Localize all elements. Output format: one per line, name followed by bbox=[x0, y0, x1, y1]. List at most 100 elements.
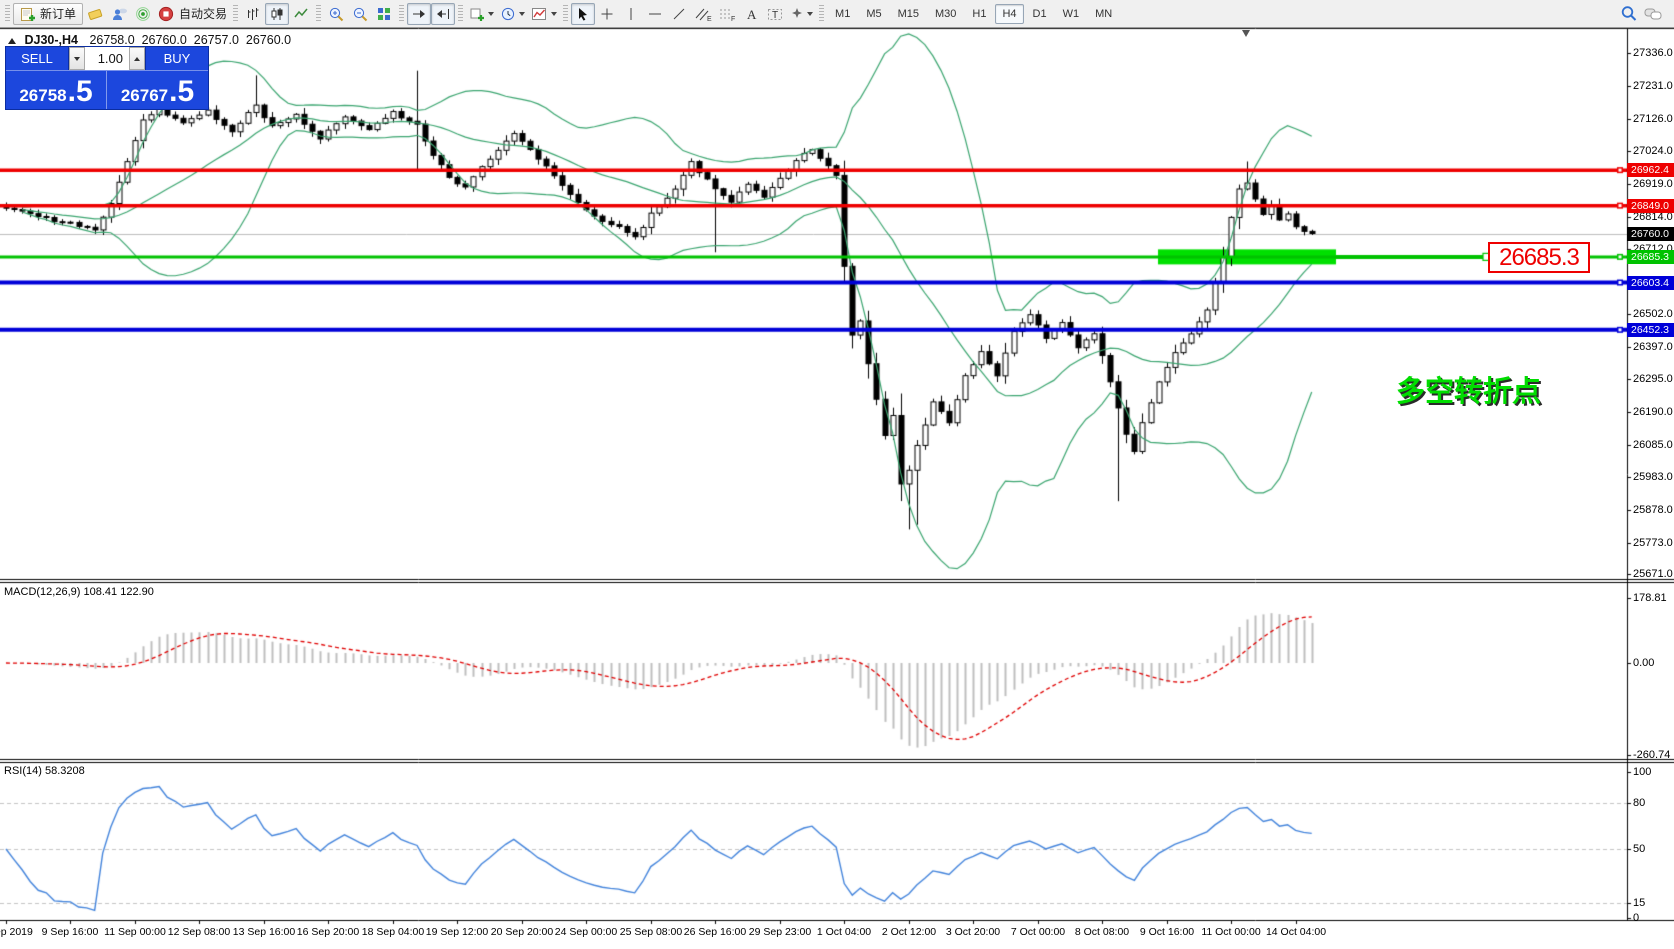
chart-shift-button[interactable] bbox=[431, 2, 456, 25]
period-button[interactable] bbox=[497, 3, 528, 25]
price-tick: 27336.0 bbox=[1633, 47, 1673, 59]
svg-text:A: A bbox=[747, 7, 757, 22]
support-badge-2: 26452.3 bbox=[1627, 323, 1674, 337]
vertical-line-icon bbox=[623, 6, 639, 22]
crosshair-icon bbox=[599, 6, 615, 22]
profile-button[interactable] bbox=[107, 3, 131, 25]
vertical-line-tool[interactable] bbox=[619, 3, 643, 25]
search-icon bbox=[1620, 5, 1638, 22]
new-chart-button[interactable] bbox=[466, 3, 497, 25]
signal-icon bbox=[135, 6, 152, 22]
timeframe-m5[interactable]: M5 bbox=[866, 7, 882, 20]
autotrade-icon bbox=[158, 6, 175, 22]
chevron-down-icon bbox=[519, 11, 526, 16]
price-tick: 26814.0 bbox=[1633, 211, 1673, 223]
label-icon: T bbox=[767, 6, 783, 22]
timeframe-m15[interactable]: M15 bbox=[897, 7, 919, 20]
date-label: 25 Sep 08:00 bbox=[619, 926, 683, 938]
rsi-tick: 50 bbox=[1633, 843, 1646, 855]
date-label: 14 Oct 04:00 bbox=[1265, 926, 1327, 938]
signal-button[interactable] bbox=[131, 3, 155, 25]
rsi-tick: 15 bbox=[1633, 897, 1646, 909]
chat-button[interactable] bbox=[1641, 3, 1666, 25]
resistance-badge-2: 26849.0 bbox=[1627, 199, 1674, 213]
timeframe-m30[interactable]: M30 bbox=[935, 7, 957, 20]
price-tick: 25878.0 bbox=[1633, 504, 1673, 516]
ohlc-close: 26760.0 bbox=[245, 33, 292, 47]
date-label: 24 Sep 00:00 bbox=[554, 926, 618, 938]
price-tick: 27126.0 bbox=[1633, 113, 1673, 125]
date-label: 26 Sep 16:00 bbox=[683, 926, 747, 938]
ticket-icon bbox=[86, 6, 104, 22]
timeframe-m1[interactable]: M1 bbox=[835, 7, 851, 20]
sell-price[interactable]: 26758 .5 bbox=[6, 71, 107, 109]
shapes-tool[interactable] bbox=[787, 3, 816, 25]
text-tool[interactable]: A bbox=[739, 3, 763, 25]
shapes-icon bbox=[790, 6, 804, 22]
zoom-in-button[interactable] bbox=[324, 3, 348, 25]
zoom-out-button[interactable] bbox=[348, 3, 372, 25]
trendline-tool[interactable] bbox=[667, 3, 691, 25]
auto-scroll-button[interactable] bbox=[407, 2, 432, 25]
buy-price-frac: .5 bbox=[169, 75, 195, 108]
buy-button[interactable]: BUY bbox=[146, 47, 208, 70]
bars-chart-button[interactable] bbox=[241, 3, 265, 25]
volume-stepper: 1.00 bbox=[68, 47, 146, 70]
ohlc-low: 26757.0 bbox=[193, 33, 239, 47]
buy-price[interactable]: 26767 .5 bbox=[107, 71, 208, 109]
ohlc-open: 26758.0 bbox=[89, 33, 135, 47]
rsi-panel[interactable] bbox=[0, 763, 1627, 919]
main-chart-panel[interactable] bbox=[0, 29, 1627, 578]
candles-chart-button[interactable] bbox=[265, 2, 290, 25]
price-tick: 26502.0 bbox=[1633, 308, 1673, 320]
fibonacci-tool[interactable]: F bbox=[715, 3, 739, 25]
rsi-tick: 100 bbox=[1633, 766, 1652, 778]
crosshair-tool[interactable] bbox=[595, 3, 619, 25]
macd-panel[interactable] bbox=[0, 584, 1627, 758]
line-chart-button[interactable] bbox=[289, 3, 313, 25]
triangle-down-icon bbox=[74, 56, 80, 61]
svg-text:E: E bbox=[707, 16, 712, 22]
tile-windows-icon bbox=[376, 6, 392, 22]
timeframe-h4[interactable]: H4 bbox=[995, 3, 1024, 24]
sell-button[interactable]: SELL bbox=[6, 47, 68, 70]
auto-trading-label: 自动交易 bbox=[179, 7, 228, 21]
auto-trading-button[interactable]: 自动交易 bbox=[155, 3, 230, 25]
toolbar-grip bbox=[233, 4, 239, 23]
channel-tool[interactable]: E bbox=[691, 3, 715, 25]
volume-decrease-button[interactable] bbox=[69, 47, 85, 70]
symbol-marker-icon bbox=[8, 38, 16, 44]
date-label: 20 Sep 20:00 bbox=[490, 926, 554, 938]
line-chart-icon bbox=[293, 6, 309, 22]
timeframe-w1[interactable]: W1 bbox=[1062, 7, 1080, 20]
label-tool[interactable]: T bbox=[763, 3, 787, 25]
price-tick: 25983.0 bbox=[1633, 471, 1673, 483]
indicators-button[interactable] bbox=[528, 3, 560, 25]
chart-shift-marker-icon[interactable] bbox=[1242, 30, 1250, 37]
price-callout-label[interactable]: 26685.3 bbox=[1488, 242, 1590, 273]
horizontal-line-tool[interactable] bbox=[643, 3, 667, 25]
symbol-period: DJ30-,H4 bbox=[24, 33, 78, 47]
timeframe-d1[interactable]: D1 bbox=[1032, 7, 1047, 20]
price-tick: 25671.0 bbox=[1633, 568, 1673, 580]
date-label: 11 Oct 00:00 bbox=[1201, 926, 1261, 938]
timeframe-h1[interactable]: H1 bbox=[972, 7, 987, 20]
ticket-button[interactable] bbox=[83, 3, 107, 25]
new-order-label: 新订单 bbox=[40, 7, 77, 21]
timeframe-mn[interactable]: MN bbox=[1095, 7, 1113, 20]
bars-chart-icon bbox=[245, 6, 261, 22]
tile-windows-button[interactable] bbox=[372, 3, 396, 25]
toolbar-grip bbox=[819, 4, 825, 23]
turning-point-annotation[interactable]: 多空转折点 bbox=[1396, 376, 1542, 408]
sell-price-main: 26758 bbox=[19, 86, 67, 105]
new-order-button[interactable]: 新订单 bbox=[13, 2, 84, 25]
price-tick: 26190.0 bbox=[1633, 406, 1673, 418]
rsi-label: RSI(14) 58.3208 bbox=[4, 765, 85, 777]
search-button[interactable] bbox=[1617, 3, 1641, 25]
volume-increase-button[interactable] bbox=[129, 47, 145, 70]
price-tick: 26397.0 bbox=[1633, 341, 1673, 353]
text-icon: A bbox=[743, 6, 759, 22]
cursor-tool[interactable] bbox=[571, 2, 596, 25]
volume-input[interactable]: 1.00 bbox=[85, 47, 129, 70]
